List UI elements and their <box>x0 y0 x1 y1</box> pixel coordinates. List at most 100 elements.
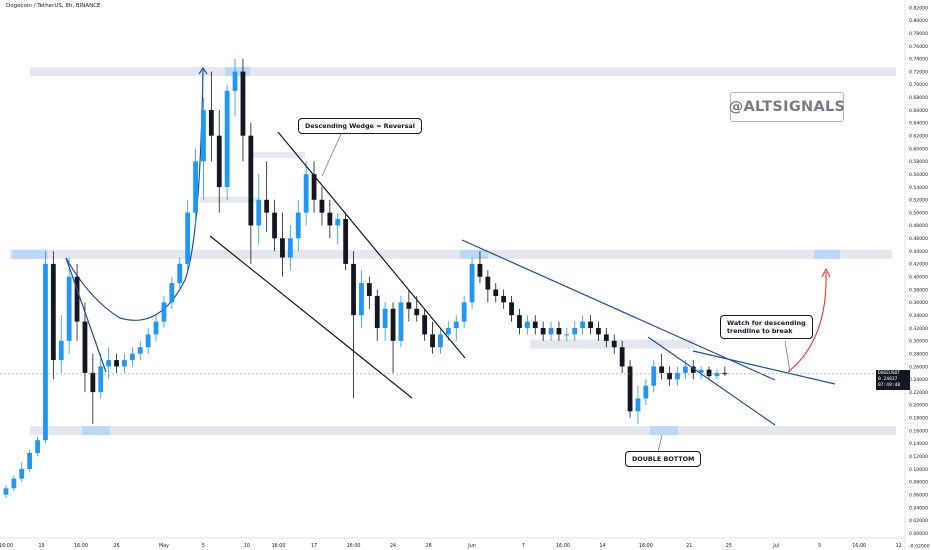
watermark-badge: @ALTSIGNALS <box>729 92 845 122</box>
candle-body <box>580 321 586 328</box>
y-tick-label: 0.34000 <box>909 313 928 319</box>
y-tick-label: 0.26000 <box>909 364 928 370</box>
candle-body <box>682 366 688 373</box>
x-tick-label: 16:00 <box>347 543 361 549</box>
candle-body <box>224 90 230 187</box>
y-tick-label: 0.78000 <box>909 31 928 37</box>
double-bottom-text: DOUBLE BOTTOM <box>632 455 695 463</box>
y-tick-label: 0.40000 <box>909 275 928 281</box>
y-tick-label: 0.06000 <box>909 492 928 498</box>
candle-body <box>651 366 657 386</box>
candle-body <box>390 308 396 341</box>
projection-arrow <box>787 271 827 373</box>
x-tick-label: 16:00 <box>272 543 286 549</box>
candle-body <box>548 328 554 335</box>
y-tick-label: 0.48000 <box>909 223 928 229</box>
y-axis: 0.82000 0.80000 0.78000 0.76000 0.74000 0.720… <box>904 0 930 550</box>
candle-body <box>145 334 151 348</box>
candle-body <box>540 328 546 335</box>
curve-layer <box>65 66 208 321</box>
candle-body <box>603 334 609 341</box>
wedge-lower-line <box>209 235 413 399</box>
candles-layer <box>3 58 728 498</box>
candle-body <box>485 276 491 290</box>
y-tick-label: 0.80000 <box>909 18 928 24</box>
x-tick-label: 5 <box>818 543 821 549</box>
candle-body <box>208 110 214 136</box>
x-tick-label: 16:00 <box>0 543 13 549</box>
y-tick-label: 0.14000 <box>909 441 928 447</box>
candle-body <box>509 302 514 316</box>
x-tick-label: Jul <box>772 543 779 549</box>
candle-body <box>280 238 285 258</box>
candle-body <box>572 328 578 335</box>
candle-body <box>50 263 56 361</box>
y-tick-label: 0.44000 <box>909 249 928 255</box>
cup-curve <box>65 69 204 321</box>
wedge-annotation-text: Descending Wedge = Reversal <box>305 122 415 130</box>
candle-body <box>698 369 704 373</box>
x-tick-label: 25 <box>726 543 732 549</box>
x-tick-label: 10 <box>244 543 250 549</box>
candle-body <box>137 347 143 354</box>
candle-body <box>445 328 451 335</box>
candle-body <box>524 321 530 328</box>
candle-body <box>169 283 175 303</box>
candle-body <box>430 334 435 348</box>
candle-body <box>35 440 40 453</box>
candle-body <box>201 110 206 162</box>
y-tick-label: 0.50000 <box>909 210 928 216</box>
candle-body <box>114 360 119 367</box>
y-tick-label: 0.36000 <box>909 300 928 306</box>
x-tick-label: 16:00 <box>852 543 866 549</box>
x-tick-label: 5 <box>202 543 205 549</box>
candle-body <box>343 219 349 264</box>
cup-arrowhead <box>198 66 208 75</box>
y-tick-label: 0.02000 <box>909 518 928 524</box>
candle-body <box>19 469 25 479</box>
y-tick-label: 0.82000 <box>909 5 928 11</box>
candle-body <box>532 321 538 328</box>
candle-body <box>643 385 649 399</box>
candle-body <box>382 308 388 328</box>
candle-body <box>477 263 483 277</box>
y-tick-label: 0.62000 <box>909 134 928 140</box>
candle-body <box>493 289 499 296</box>
y-tick-label: 0.72000 <box>909 69 928 75</box>
candle-body <box>659 366 665 373</box>
candle-body <box>438 334 443 348</box>
price-tag-countdown: 07:49:48 <box>878 383 901 388</box>
candle-body <box>366 283 372 296</box>
zone-layer <box>10 67 896 436</box>
y-tick-label: 0.18000 <box>909 416 928 422</box>
candle-body <box>248 135 254 226</box>
x-tick-label: 12 <box>896 543 902 549</box>
y-tick-label: 0.38000 <box>909 287 928 293</box>
candle-body <box>185 212 191 264</box>
y-tick-label: 0.60000 <box>909 146 928 152</box>
candle-body <box>627 366 633 412</box>
x-tick-label: 28 <box>426 543 432 549</box>
candle-body <box>675 372 680 380</box>
y-tick-label: 0.00000 <box>909 531 928 537</box>
y-tick-label: 0.30000 <box>909 339 928 345</box>
y-tick-label: 0.68000 <box>909 95 928 101</box>
candle-body <box>66 276 72 341</box>
candle-body <box>303 174 309 213</box>
price-tag-symbol: DOGEUSDT <box>878 371 901 376</box>
candle-body <box>82 321 88 373</box>
candle-body <box>469 263 475 303</box>
candle-body <box>129 353 135 361</box>
candle-body <box>295 212 301 239</box>
candle-body <box>596 328 601 335</box>
wedge-annotation: Descending Wedge = Reversal <box>298 118 422 134</box>
double-bottom-pointer <box>657 434 663 453</box>
zone-highlight <box>650 426 678 436</box>
candle-body <box>453 321 459 328</box>
candle-body <box>722 372 728 375</box>
candle-body <box>611 340 617 348</box>
candle-body <box>588 321 593 328</box>
target-zone <box>814 249 840 259</box>
y-tick-label: 0.66000 <box>909 108 928 114</box>
